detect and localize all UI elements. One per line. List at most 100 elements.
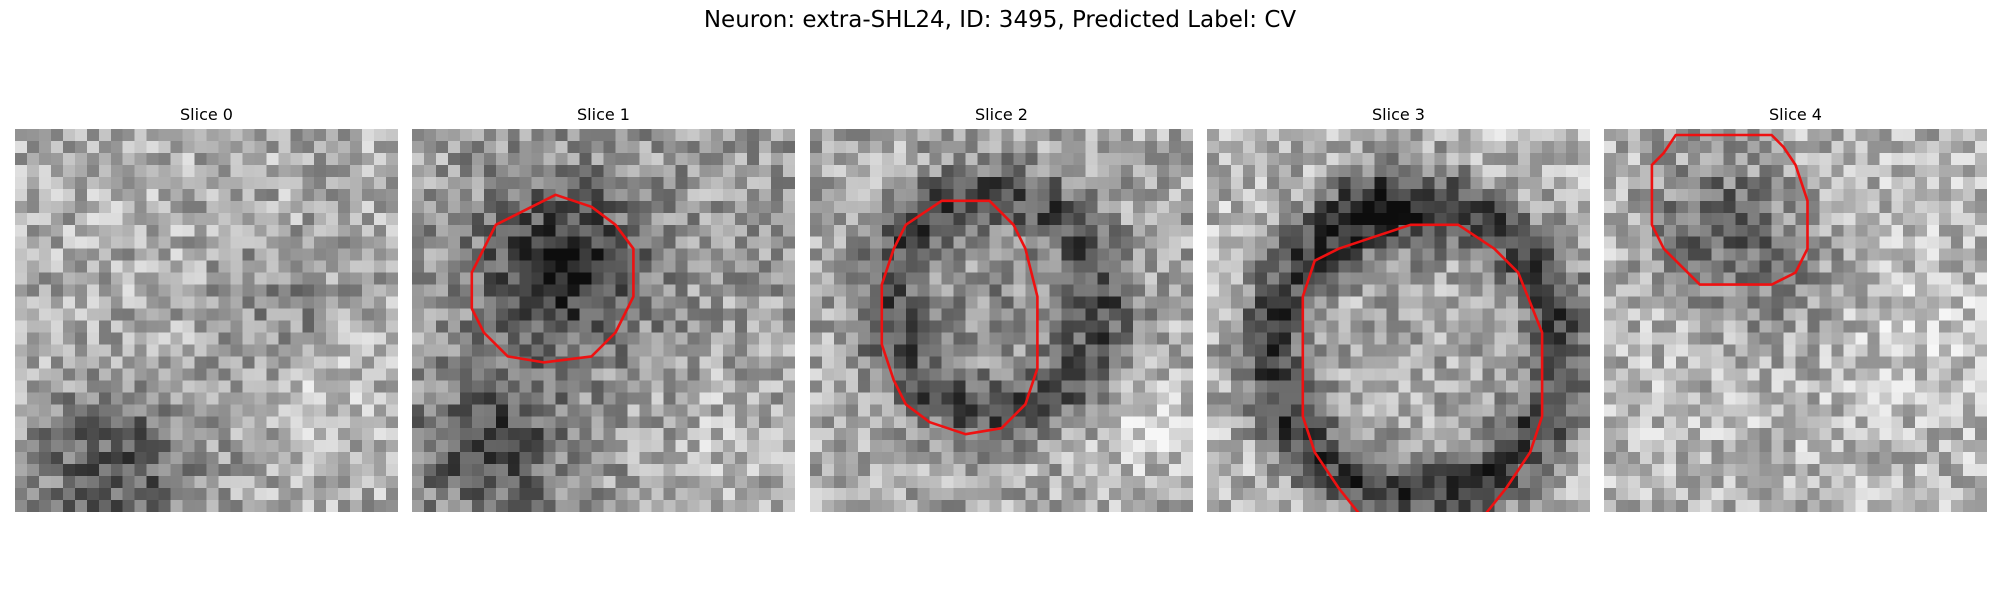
image-pixel	[1085, 188, 1098, 202]
image-pixel	[38, 440, 52, 453]
image-pixel	[350, 476, 363, 489]
image-pixel	[1951, 368, 1964, 381]
image-pixel	[1542, 380, 1555, 393]
image-pixel	[1061, 464, 1074, 477]
image-pixel	[1831, 404, 1844, 417]
image-pixel	[1230, 260, 1244, 274]
image-pixel	[26, 392, 40, 405]
image-pixel	[326, 308, 339, 322]
image-pixel	[845, 164, 859, 178]
image-pixel	[362, 380, 375, 393]
image-pixel	[278, 212, 291, 226]
image-pixel	[1458, 152, 1471, 166]
image-pixel	[953, 212, 967, 226]
image-pixel	[1554, 224, 1567, 238]
image-pixel	[471, 392, 485, 405]
image-pixel	[711, 200, 724, 214]
image-pixel	[1699, 440, 1713, 453]
image-pixel	[182, 296, 196, 310]
image-pixel	[1518, 344, 1531, 358]
image-pixel	[1542, 224, 1555, 238]
image-pixel	[290, 500, 303, 512]
image-pixel	[531, 152, 545, 166]
image-pixel	[1230, 356, 1244, 369]
image-pixel	[350, 440, 363, 453]
image-pixel	[194, 260, 208, 274]
image-pixel	[1085, 200, 1098, 214]
image-pixel	[242, 368, 255, 381]
image-pixel	[1422, 344, 1436, 358]
image-pixel	[1374, 368, 1388, 381]
image-pixel	[386, 356, 398, 369]
image-pixel	[1121, 164, 1134, 178]
image-pixel	[905, 176, 919, 190]
image-pixel	[146, 308, 160, 322]
image-pixel	[206, 164, 220, 178]
image-pixel	[74, 416, 88, 429]
image-pixel	[1278, 272, 1292, 286]
image-pixel	[845, 440, 859, 453]
image-pixel	[362, 176, 375, 190]
image-pixel	[711, 464, 724, 477]
image-pixel	[1037, 356, 1050, 369]
image-pixel	[917, 452, 931, 465]
image-pixel	[1566, 320, 1579, 334]
image-pixel	[1097, 380, 1110, 393]
image-pixel	[1482, 464, 1495, 477]
image-pixel	[1121, 344, 1134, 358]
image-pixel	[1290, 500, 1304, 512]
image-pixel	[435, 284, 449, 298]
image-pixel	[86, 248, 100, 262]
image-pixel	[1314, 188, 1328, 202]
image-pixel	[1759, 452, 1773, 465]
image-pixel	[810, 164, 823, 178]
image-pixel	[989, 428, 1003, 441]
image-pixel	[953, 236, 967, 250]
image-pixel	[1230, 500, 1244, 512]
image-pixel	[1651, 320, 1665, 334]
image-pixel	[699, 464, 712, 477]
image-pixel	[110, 416, 124, 429]
image-pixel	[627, 500, 641, 512]
image-pixel	[1157, 248, 1170, 262]
image-pixel	[1867, 296, 1880, 310]
image-pixel	[1314, 224, 1328, 238]
image-pixel	[495, 332, 509, 346]
image-pixel	[1085, 500, 1098, 512]
image-pixel	[1326, 344, 1340, 358]
image-pixel	[495, 296, 509, 310]
image-pixel	[206, 152, 220, 166]
image-pixel	[857, 500, 871, 512]
image-pixel	[639, 188, 652, 202]
image-pixel	[350, 416, 363, 429]
image-pixel	[314, 440, 327, 453]
image-pixel	[1735, 416, 1749, 429]
image-pixel	[1254, 176, 1268, 190]
image-pixel	[567, 284, 581, 298]
image-pixel	[1867, 344, 1880, 358]
image-pixel	[38, 152, 52, 166]
image-pixel	[1566, 224, 1579, 238]
image-pixel	[1771, 164, 1785, 178]
image-pixel	[1518, 236, 1531, 250]
image-pixel	[1025, 452, 1039, 465]
image-pixel	[1157, 452, 1170, 465]
image-pixel	[627, 188, 641, 202]
image-pixel	[1314, 440, 1328, 453]
image-pixel	[1025, 140, 1039, 154]
image-pixel	[965, 488, 979, 501]
image-pixel	[783, 464, 795, 477]
image-pixel	[869, 428, 883, 441]
image-pixel	[1422, 464, 1436, 477]
image-pixel	[1446, 212, 1459, 226]
image-pixel	[1350, 368, 1364, 381]
image-pixel	[747, 284, 760, 298]
slice-image-2	[810, 129, 1193, 512]
image-pixel	[423, 368, 437, 381]
image-pixel	[1506, 428, 1519, 441]
image-pixel	[1145, 236, 1158, 250]
image-pixel	[543, 284, 557, 298]
image-pixel	[170, 464, 184, 477]
image-pixel	[989, 500, 1003, 512]
image-pixel	[1843, 212, 1856, 226]
